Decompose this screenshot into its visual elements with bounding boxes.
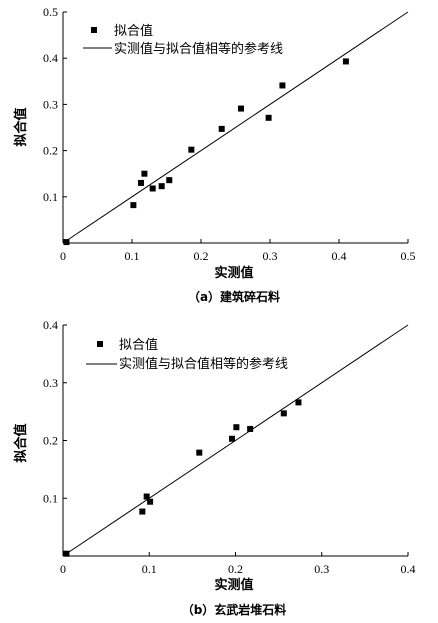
x-tick-label: 0.1	[125, 249, 140, 263]
caption-a: （a）建筑碎石料	[188, 289, 280, 304]
data-point	[218, 125, 225, 132]
reference-line	[62, 324, 409, 557]
x-tick-label: 0	[60, 562, 66, 576]
x-tick-label: 0.4	[332, 249, 347, 263]
data-point	[247, 425, 254, 432]
y-axis-title-a: 拟合值	[13, 107, 29, 146]
legend-label-points-a: 拟合值	[114, 23, 153, 39]
data-point	[166, 177, 173, 184]
data-point	[143, 493, 150, 500]
data-point	[342, 58, 349, 65]
legend-label-line-a: 实测值与拟合值相等的参考线	[114, 41, 283, 57]
ticks-b: 0 0.1 0.2 0.3 0.4 0.1 0.2 0.3 0.4	[43, 318, 416, 576]
legend-b: 拟合值 实测值与拟合值相等的参考线	[86, 337, 288, 372]
reference-line-a	[62, 11, 409, 244]
data-points-a	[63, 58, 349, 246]
data-point	[279, 82, 286, 89]
data-points-b	[63, 399, 302, 557]
reference-line	[62, 11, 409, 244]
y-tick-label: 0.2	[43, 144, 58, 158]
ticks-a: 0 0.1 0.2 0.3 0.4 0.5 0.1 0.2 0.3 0.4 0.5	[43, 5, 416, 263]
axes-a	[62, 12, 408, 244]
data-point	[229, 435, 236, 442]
data-point	[295, 399, 302, 406]
legend-marker-points-b	[97, 341, 103, 347]
legend-label-line-b: 实测值与拟合值相等的参考线	[119, 356, 288, 372]
data-point	[63, 550, 70, 557]
data-point	[196, 449, 203, 456]
data-point	[137, 179, 144, 186]
data-point	[63, 239, 70, 246]
data-point	[141, 170, 148, 177]
x-tick-label: 0.5	[401, 249, 416, 263]
x-tick-label: 0.4	[401, 562, 416, 576]
y-axis-title-b: 拟合值	[13, 423, 29, 462]
reference-line-b	[62, 324, 409, 557]
legend-label-points-b: 拟合值	[119, 337, 158, 353]
caption-b: （b）玄武岩堆石料	[182, 602, 287, 617]
x-tick-label: 0	[60, 249, 66, 263]
chart-panel-a: 0 0.1 0.2 0.3 0.4 0.5 0.1 0.2 0.3 0.4 0.5 拟合值 实测值与…	[13, 5, 416, 304]
data-point	[147, 498, 154, 505]
data-point	[188, 146, 195, 153]
y-tick-label: 0.3	[43, 376, 58, 390]
x-axis-title-a: 实测值	[214, 265, 253, 281]
y-tick-label: 0.5	[43, 5, 58, 19]
y-tick-label: 0.2	[43, 434, 58, 448]
x-axis-title-b: 实测值	[214, 577, 253, 593]
data-point	[139, 508, 146, 515]
data-point	[130, 202, 137, 209]
data-point	[238, 105, 245, 112]
legend-a: 拟合值 实测值与拟合值相等的参考线	[83, 23, 283, 57]
y-tick-label: 0.3	[43, 97, 58, 111]
data-point	[280, 410, 287, 417]
x-tick-label: 0.3	[263, 249, 278, 263]
x-tick-label: 0.2	[194, 249, 209, 263]
x-tick-label: 0.1	[142, 562, 157, 576]
data-point	[158, 183, 165, 190]
y-tick-label: 0.4	[43, 51, 58, 65]
legend-marker-points-a	[91, 27, 97, 33]
y-tick-label: 0.4	[43, 318, 58, 332]
data-point	[233, 424, 240, 431]
chart-panel-b: 0 0.1 0.2 0.3 0.4 0.1 0.2 0.3 0.4 拟合值 实测值与拟合值相等的…	[13, 318, 416, 617]
x-tick-label: 0.3	[314, 562, 329, 576]
x-tick-label: 0.2	[228, 562, 243, 576]
y-tick-label: 0.1	[43, 190, 58, 204]
data-point	[149, 185, 156, 192]
data-point	[265, 114, 272, 121]
y-tick-label: 0.1	[43, 491, 58, 505]
